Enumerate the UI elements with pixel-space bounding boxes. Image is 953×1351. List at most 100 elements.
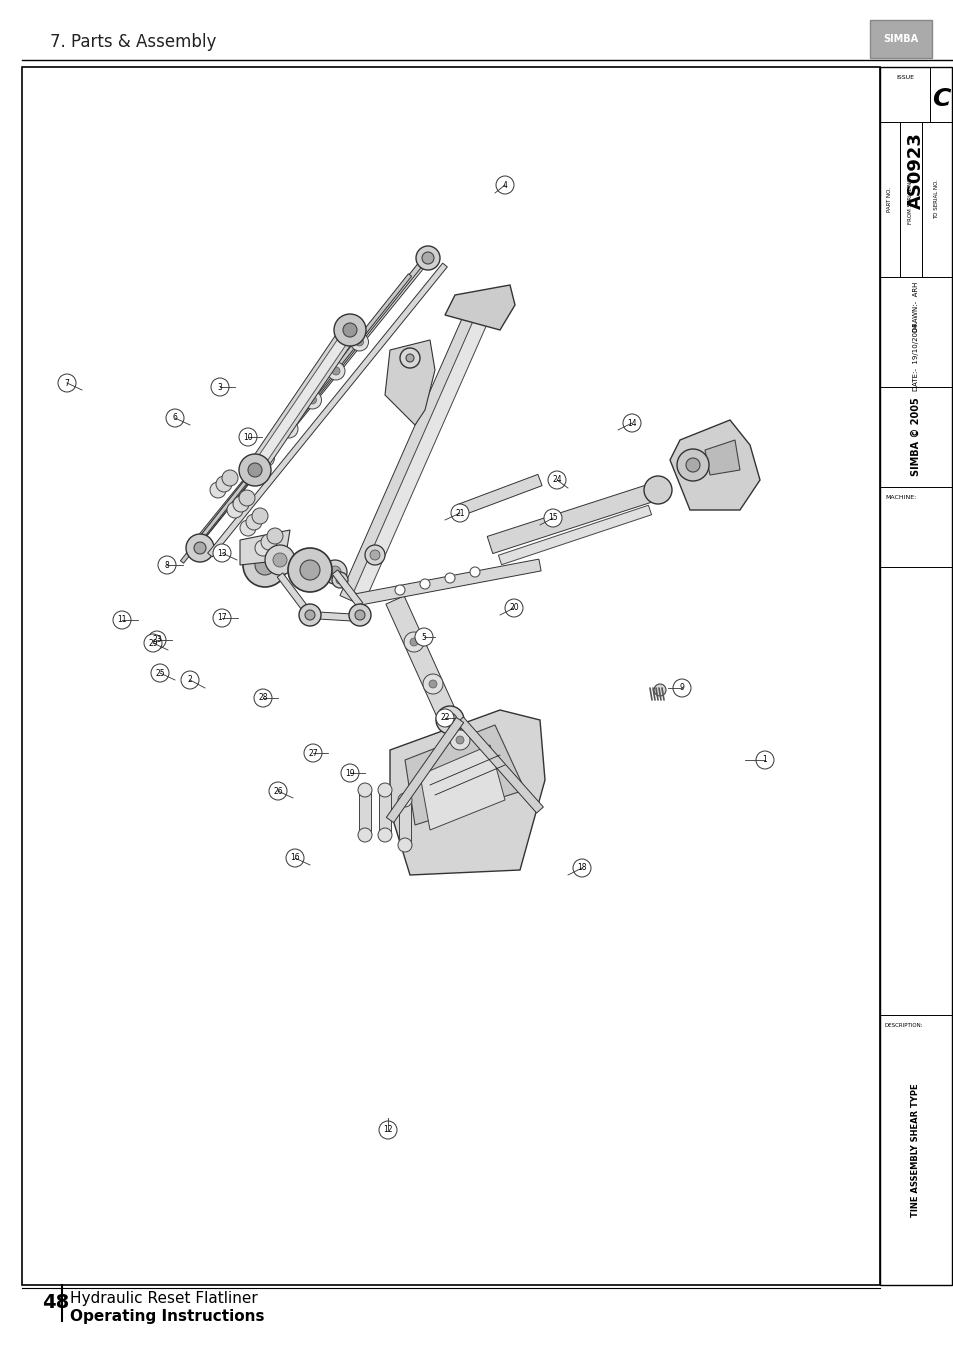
Polygon shape [208,263,447,557]
Circle shape [248,463,262,477]
Text: 8: 8 [165,561,170,570]
Circle shape [349,604,371,626]
Text: MACHINE:: MACHINE: [884,494,915,500]
Circle shape [186,534,213,562]
Text: 28: 28 [258,693,268,703]
Circle shape [239,454,271,486]
Text: 2: 2 [188,676,193,685]
Circle shape [253,689,272,707]
Circle shape [419,580,430,589]
Text: 10: 10 [243,432,253,442]
Polygon shape [444,285,515,330]
Text: 21: 21 [455,508,464,517]
Circle shape [254,555,274,576]
Circle shape [305,611,314,620]
Circle shape [429,680,436,688]
Circle shape [166,409,184,427]
Circle shape [332,571,348,588]
Circle shape [265,544,294,576]
Circle shape [573,859,590,877]
Circle shape [685,458,700,471]
Polygon shape [398,800,411,844]
Circle shape [261,534,276,550]
Polygon shape [456,717,543,813]
Circle shape [323,561,347,584]
Polygon shape [180,274,411,563]
Circle shape [210,482,226,499]
Text: DATE:-  19/10/2004: DATE:- 19/10/2004 [912,323,918,390]
Circle shape [252,508,268,524]
Text: DRAWN:-  ARH: DRAWN:- ARH [912,282,918,332]
Circle shape [332,367,339,376]
Text: 1: 1 [761,755,766,765]
Circle shape [397,793,412,807]
Polygon shape [487,481,662,554]
Circle shape [112,611,131,630]
Polygon shape [277,573,313,617]
Text: PART NO.: PART NO. [886,186,892,212]
Text: 27: 27 [308,748,317,758]
Circle shape [450,730,470,750]
Text: 29: 29 [148,639,157,647]
Text: 17: 17 [217,613,227,623]
Circle shape [406,354,414,362]
Text: 9: 9 [679,684,683,693]
Circle shape [357,784,372,797]
Text: 13: 13 [217,549,227,558]
Text: SIMBA: SIMBA [882,34,918,45]
Text: 20: 20 [509,604,518,612]
Circle shape [451,504,469,521]
Text: 26: 26 [273,786,282,796]
Circle shape [444,573,455,584]
Circle shape [350,332,368,351]
Circle shape [240,520,255,536]
Circle shape [299,561,319,580]
Circle shape [410,638,417,646]
Bar [22,68,879,1285]
Text: FROM SERIAL NO.: FROM SERIAL NO. [907,176,913,223]
Circle shape [213,544,231,562]
Circle shape [377,784,392,797]
Circle shape [416,246,439,270]
Polygon shape [310,612,360,621]
Circle shape [543,509,561,527]
Text: Operating Instructions: Operating Instructions [70,1309,264,1324]
Polygon shape [385,340,435,426]
Polygon shape [385,596,498,815]
Polygon shape [354,297,496,598]
Circle shape [355,338,363,346]
Polygon shape [390,711,544,875]
Circle shape [355,611,365,620]
Circle shape [441,716,461,736]
Circle shape [436,707,463,734]
Circle shape [357,828,372,842]
Text: 15: 15 [548,513,558,523]
Circle shape [148,631,166,648]
Circle shape [547,471,565,489]
Circle shape [58,374,76,392]
Text: 12: 12 [383,1125,393,1135]
Polygon shape [457,474,541,516]
Text: 4: 4 [502,181,507,189]
Circle shape [243,543,287,586]
Circle shape [151,663,169,682]
Text: ISSUE: ISSUE [895,76,913,80]
Circle shape [256,449,274,467]
Text: AS0923: AS0923 [906,132,924,209]
Circle shape [158,557,175,574]
Circle shape [335,576,344,584]
Text: 23: 23 [152,635,162,644]
Circle shape [239,490,254,507]
Circle shape [329,566,340,578]
Text: 25: 25 [155,669,165,677]
Circle shape [343,323,356,336]
Circle shape [395,585,405,594]
Bar [869,20,931,58]
Polygon shape [704,440,740,476]
Text: Hydraulic Reset Flatliner: Hydraulic Reset Flatliner [70,1292,257,1306]
Text: 16: 16 [290,854,299,862]
Text: 48: 48 [42,1293,70,1313]
Polygon shape [358,790,371,835]
Polygon shape [386,717,463,823]
Circle shape [269,782,287,800]
